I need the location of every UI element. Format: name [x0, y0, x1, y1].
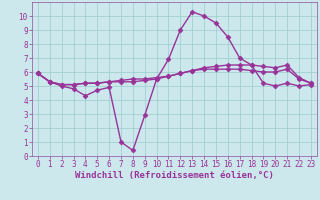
- X-axis label: Windchill (Refroidissement éolien,°C): Windchill (Refroidissement éolien,°C): [75, 171, 274, 180]
